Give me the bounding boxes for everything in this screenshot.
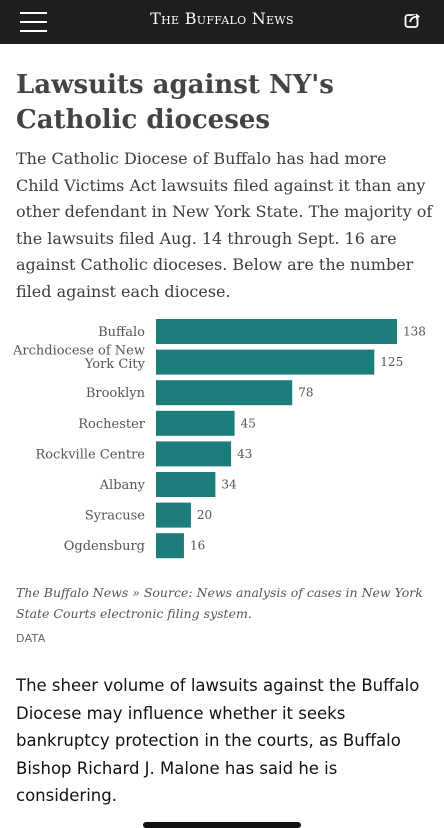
menu-line [20, 12, 47, 14]
home-indicator [143, 822, 301, 828]
category-label: Rockville Centre [35, 447, 145, 462]
chart-caption: The Buffalo News » Source: News analysis… [16, 585, 423, 621]
data-credit-label: DATA [16, 632, 46, 645]
category-label: Ogdensburg [64, 539, 145, 554]
article-body-paragraph: The sheer volume of lawsuits against the… [16, 676, 420, 805]
menu-line [20, 21, 47, 23]
article-headline: Lawsuits against NY's Catholic dioceses [16, 70, 334, 135]
bar-brooklyn [156, 380, 293, 406]
top-navigation-bar: The Buffalo News [0, 0, 444, 44]
bar-value-label: 125 [380, 355, 403, 369]
bar-archdiocese-of-new-york-city [156, 349, 375, 375]
bar-albany [156, 472, 216, 497]
masthead-logo[interactable]: The Buffalo News [150, 9, 294, 28]
bar-rochester [156, 410, 235, 436]
bar-rockville-centre [156, 441, 232, 467]
category-label: Albany [99, 478, 146, 493]
category-label: Brooklyn [86, 386, 146, 401]
bar-value-label: 20 [197, 508, 212, 522]
bar-buffalo [156, 319, 397, 344]
bar-value-label: 34 [221, 478, 237, 492]
bar-value-label: 78 [298, 386, 313, 400]
bar-value-label: 138 [403, 325, 426, 339]
lawsuits-bar-chart: 138 Buffalo 125 Archdiocese of New York City… [12, 319, 426, 559]
bar-ogdensburg [156, 533, 184, 559]
article-intro: The Catholic Diocese of Buffalo has had … [16, 149, 433, 301]
bar-value-label: 43 [237, 447, 252, 461]
category-label: Archdiocese of New York City [12, 344, 146, 373]
bar-value-label: 16 [190, 539, 205, 553]
hamburger-menu-icon[interactable] [20, 12, 47, 32]
bar-value-label: 45 [241, 416, 256, 430]
bar-syracuse [156, 502, 191, 528]
category-label: Buffalo [98, 325, 145, 340]
category-label: Rochester [78, 417, 146, 432]
share-icon[interactable] [404, 11, 422, 29]
category-label: Syracuse [85, 509, 146, 524]
menu-line [20, 30, 47, 32]
